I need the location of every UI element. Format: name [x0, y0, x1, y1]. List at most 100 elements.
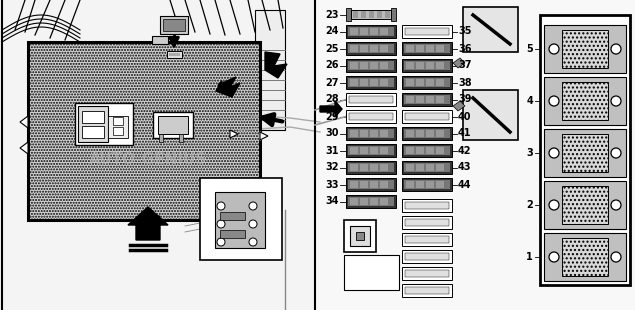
Bar [463, 90, 518, 140]
Circle shape [217, 202, 225, 210]
Circle shape [611, 148, 621, 158]
Bar [426, 181, 434, 188]
Polygon shape [230, 130, 238, 138]
Bar [402, 233, 452, 246]
Circle shape [249, 238, 257, 246]
Bar [360, 181, 368, 188]
Bar [402, 216, 452, 229]
Bar [402, 127, 452, 140]
Bar [370, 130, 378, 137]
Text: 43: 43 [458, 162, 472, 172]
Text: 36: 36 [458, 43, 472, 54]
Bar [380, 45, 388, 52]
Text: 24: 24 [326, 26, 339, 37]
Bar [346, 161, 396, 174]
Bar [404, 129, 450, 138]
Text: 26: 26 [326, 60, 339, 70]
Polygon shape [128, 207, 168, 240]
Bar [416, 164, 424, 171]
Bar [426, 62, 434, 69]
Polygon shape [260, 132, 268, 140]
Bar [220, 212, 245, 220]
Text: 4: 4 [526, 96, 533, 106]
Bar [169, 53, 180, 56]
Polygon shape [216, 77, 240, 97]
Bar [349, 96, 393, 103]
Text: 28: 28 [325, 95, 339, 104]
Bar [544, 25, 626, 73]
Bar [402, 267, 452, 280]
Bar [406, 45, 414, 52]
Bar [152, 36, 168, 44]
Bar [426, 147, 434, 154]
Bar [380, 130, 388, 137]
Polygon shape [260, 132, 268, 140]
Bar [436, 130, 444, 137]
Bar [346, 195, 396, 208]
Circle shape [611, 200, 621, 210]
Bar [351, 10, 391, 19]
Text: 29: 29 [326, 112, 339, 122]
Bar [353, 11, 358, 18]
Bar [544, 129, 626, 177]
Bar [348, 146, 394, 155]
Bar [406, 147, 414, 154]
Bar [350, 147, 358, 154]
Bar [370, 198, 378, 205]
Bar [404, 163, 450, 172]
Bar [405, 113, 449, 120]
Bar [163, 19, 185, 31]
Bar [385, 11, 390, 18]
Bar [370, 181, 378, 188]
Bar [350, 62, 358, 69]
Bar [406, 130, 414, 137]
Bar [370, 79, 378, 86]
Bar [153, 112, 193, 138]
Text: 35: 35 [458, 26, 472, 37]
Bar [562, 82, 608, 120]
Bar [350, 45, 358, 52]
Bar [402, 25, 452, 38]
Bar [75, 103, 133, 145]
Circle shape [549, 96, 559, 106]
Bar [348, 78, 394, 87]
Bar [426, 45, 434, 52]
Bar [348, 27, 394, 36]
Bar [402, 161, 452, 174]
Bar [350, 226, 370, 246]
Circle shape [549, 200, 559, 210]
Bar [404, 78, 450, 87]
Bar [346, 144, 396, 157]
Text: 34: 34 [326, 197, 339, 206]
Bar [361, 11, 366, 18]
Circle shape [549, 252, 559, 262]
Bar [360, 198, 368, 205]
Bar [402, 144, 452, 157]
Text: 25: 25 [326, 43, 339, 54]
Text: 37: 37 [458, 60, 472, 70]
Bar [406, 181, 414, 188]
Text: 3: 3 [526, 148, 533, 158]
Bar [113, 117, 123, 125]
Bar [402, 284, 452, 297]
Bar [380, 198, 388, 205]
Bar [179, 134, 183, 142]
Text: AUTO-GENIUS: AUTO-GENIUS [89, 153, 207, 167]
Bar [416, 96, 424, 103]
Text: 30: 30 [326, 129, 339, 139]
Bar [436, 45, 444, 52]
Bar [406, 96, 414, 103]
Bar [370, 147, 378, 154]
Bar [380, 181, 388, 188]
Bar [426, 79, 434, 86]
Text: 39: 39 [458, 95, 472, 104]
Text: 5: 5 [526, 44, 533, 54]
Circle shape [249, 202, 257, 210]
Bar [562, 30, 608, 68]
Bar [402, 42, 452, 55]
Bar [416, 130, 424, 137]
Bar [544, 233, 626, 281]
Bar [391, 8, 396, 21]
Bar [380, 164, 388, 171]
Bar [540, 15, 630, 285]
